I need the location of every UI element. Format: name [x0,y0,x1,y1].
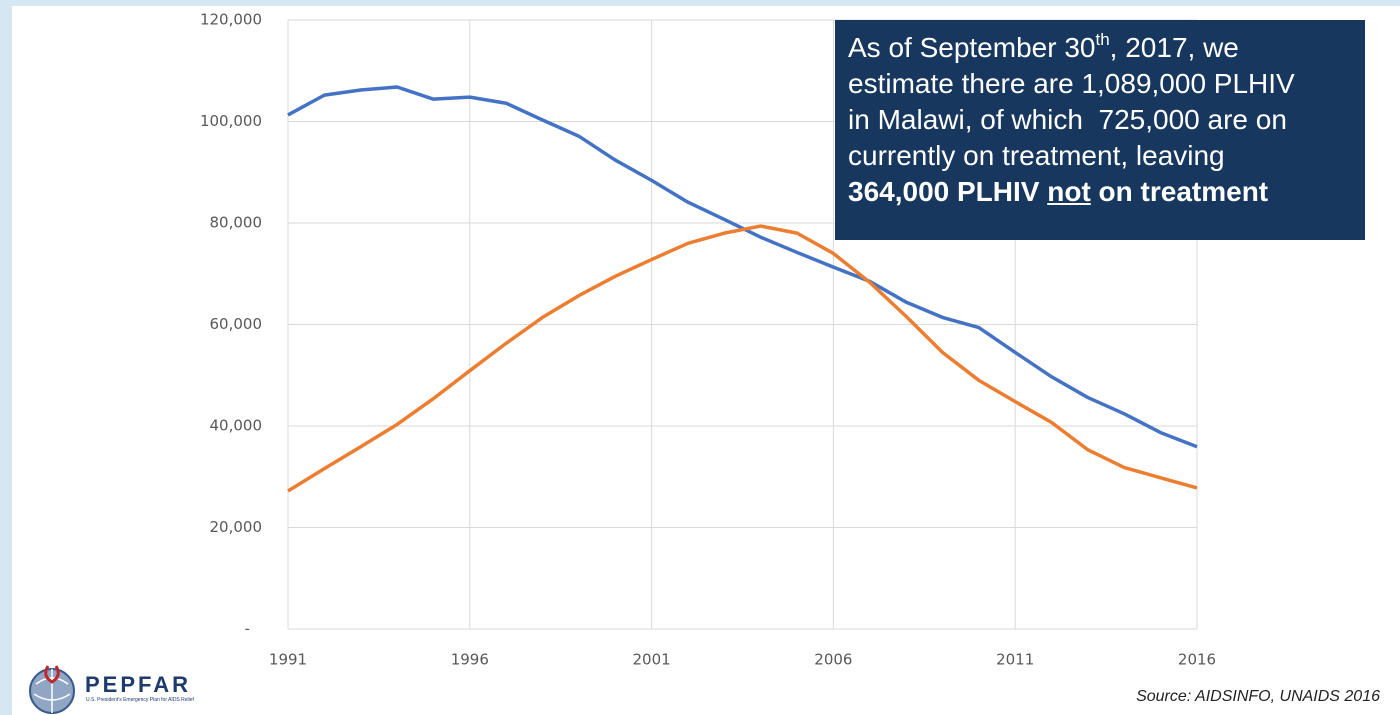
x-tick-label: 1991 [269,651,307,669]
y-tick-label: 100,000 [200,112,262,130]
annotation-text: on treatment [1098,176,1269,207]
annotation-text: not [1047,176,1091,207]
x-tick-label: 2006 [814,651,852,669]
x-tick-label: 2016 [1178,651,1216,669]
logo-globe [29,665,75,714]
annotation-text: estimate there are 1,089,000 PLHIV [848,68,1295,99]
annotation-text: in Malawi, of which 725,000 are on [848,104,1287,135]
source: Source: AIDSINFO, UNAIDS 2016 [1136,688,1380,705]
annotation-text: currently on treatment, leaving [848,140,1225,171]
annotation-text: th [1095,30,1110,49]
y-tick-label: - [245,620,250,638]
annotation-text: 364,000 PLHIV [848,176,1040,207]
y-tick-label: 20,000 [210,518,263,536]
series-line [287,224,1198,493]
y-tick-label: 60,000 [210,315,263,333]
x-tick-label: 2011 [996,651,1034,669]
y-tick-label: 120,000 [200,11,262,29]
x-tick-label: 2001 [633,651,671,669]
x-tick-label: 1996 [451,651,489,669]
logo-tagline: U.S. President's Emergency Plan for AIDS… [86,697,194,703]
y-tick-label: 80,000 [210,214,263,232]
annotation-box: As of September 30th, 2017, we estimate … [835,20,1365,240]
y-tick-label: 40,000 [210,417,263,435]
annotation-text: , 2017, we [1109,32,1239,63]
logo-name: PEPFAR [85,672,192,697]
annotation-text: As of September 30 [848,32,1096,63]
